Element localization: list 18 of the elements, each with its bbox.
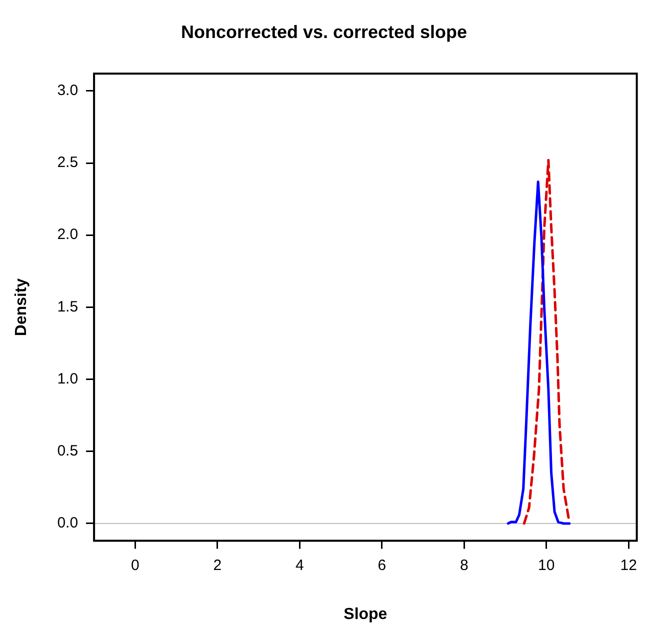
y-tick-label: 0.0 <box>57 514 78 532</box>
x-tick-label: 2 <box>213 556 222 574</box>
x-tick-label: 10 <box>538 556 555 574</box>
y-tick-label: 3.0 <box>57 82 78 100</box>
y-tick-label: 2.0 <box>57 226 78 244</box>
line-series <box>522 158 571 525</box>
x-tick-label: 12 <box>620 556 637 574</box>
x-tick-label: 6 <box>378 556 386 574</box>
y-tick-label: 2.5 <box>57 154 78 172</box>
y-axis-title: Density <box>13 278 30 336</box>
y-tick-label: 1.5 <box>57 298 78 316</box>
x-tick-label: 8 <box>460 556 468 574</box>
chart-title: Noncorrected vs. corrected slope <box>180 22 468 42</box>
x-tick-label: 4 <box>295 556 304 574</box>
x-axis-title: Slope <box>344 606 388 623</box>
y-tick-label: 1.0 <box>57 370 78 388</box>
x-tick-label: 0 <box>131 556 140 574</box>
y-tick-label: 0.5 <box>57 442 78 460</box>
